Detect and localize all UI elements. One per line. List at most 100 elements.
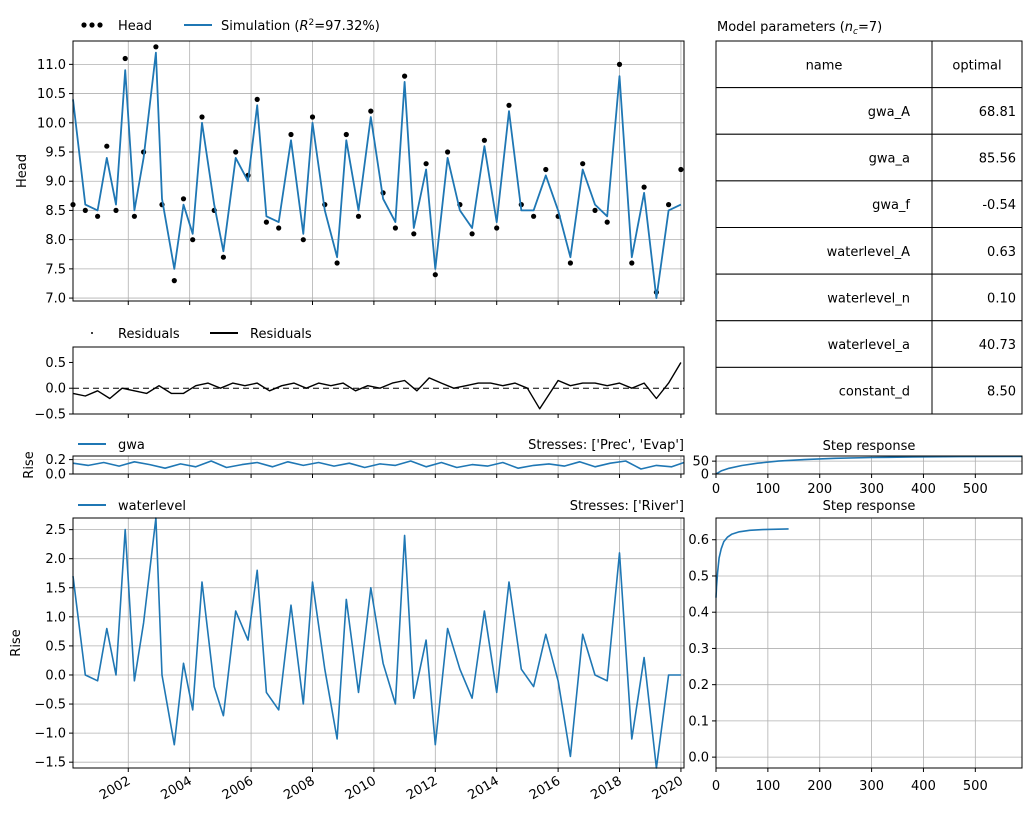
head-point [300,237,306,243]
step-waterlevel-ytick-label: 0.0 [688,751,709,766]
table-param-value: 40.73 [979,338,1016,353]
head-point [153,44,159,50]
waterlevel-xtick-label: 2006 [220,774,256,804]
head-point [604,219,610,225]
legend-residuals-dot [91,332,93,334]
head-point [432,272,438,278]
residuals-ytick-label: 0.0 [45,382,66,397]
head-point [254,96,260,102]
waterlevel-xtick-label: 2010 [343,774,379,804]
head-ylabel: Head [15,154,30,188]
step-waterlevel-ytick-label: 0.1 [688,714,709,729]
gwa-ylabel: Rise [22,451,37,478]
gwa-ytick-label: 0.0 [45,468,66,483]
step-waterlevel-xtick-label: 200 [807,779,832,794]
head-point [641,184,647,190]
waterlevel-xtick-label: 2014 [466,774,502,804]
head-point [567,260,574,266]
head-axes [72,40,685,302]
gwa-line [72,460,685,470]
head-point [309,114,316,120]
head-point [122,55,128,62]
head-ytick-label: 8.5 [45,204,66,219]
table-cell [715,40,933,89]
head-point [199,114,205,120]
table-param-name: waterlevel_A [827,245,910,260]
waterlevel-xtick-label: 2004 [159,774,195,804]
table-param-name: gwa_a [869,152,910,167]
head-point [666,202,672,208]
head-ytick-label: 11.0 [37,58,66,73]
head-point [506,102,512,108]
waterlevel-xtick-label: 2020 [650,774,686,804]
head-point [334,260,340,266]
waterlevel-xtick-label: 2012 [404,774,440,804]
step-waterlevel-ytick-label: 0.2 [688,678,709,693]
table-cell [931,87,1023,135]
table-cell [715,133,933,182]
head-point [616,61,623,67]
head-point [580,161,586,167]
head-point [678,166,684,173]
table-cell [931,133,1023,182]
waterlevel-ytick-label: −0.5 [34,698,66,713]
head-point [180,196,187,202]
waterlevel-ylabel: Rise [9,629,24,656]
table-param-name: waterlevel_a [828,338,910,353]
step-waterlevel-line [715,528,789,598]
head-point [95,213,101,219]
frames-layer [69,40,1023,772]
step-waterlevel-xtick-label: 300 [859,779,884,794]
residuals-line [72,362,682,410]
table-param-value: 85.56 [979,152,1016,167]
table-param-value: 0.10 [987,291,1016,306]
head-point [629,260,635,266]
simulation-line [72,51,682,299]
waterlevel-xtick-label: 2018 [588,774,624,804]
legend-residuals-line-label: Residuals [250,327,312,342]
head-point [343,131,349,138]
waterlevel-axes [72,517,685,769]
residuals-ytick-label: −0.5 [34,408,66,423]
waterlevel-ytick-label: −1.0 [34,727,66,742]
step-waterlevel-xtick-label: 500 [963,779,988,794]
step-waterlevel-ytick-label: 0.6 [688,533,709,548]
head-point [368,108,374,114]
table-param-name: waterlevel_n [827,291,910,306]
head-point [592,207,598,213]
head-ytick-label: 10.5 [37,87,66,102]
step-gwa-axes [715,455,1023,475]
legend-waterlevel-label: waterlevel [118,499,186,514]
step-gwa-title: Step response [823,439,916,454]
head-point [233,149,239,155]
head-ytick-label: 7.0 [45,292,66,307]
waterlevel-xtick-label: 2002 [97,774,133,804]
residuals-axes [72,346,685,415]
head-point [469,231,475,237]
table-param-name: constant_d [839,385,910,400]
head-ytick-label: 7.5 [45,262,66,277]
waterlevel-ytick-label: −1.5 [34,756,66,771]
data-layer [70,44,1023,769]
table-cell [931,320,1023,368]
step-gwa-line [715,455,1023,475]
head-ytick-label: 8.0 [45,233,66,248]
table-header-name: name [806,58,843,73]
waterlevel-ytick-label: 2.5 [45,523,66,538]
step-waterlevel-ytick-label: 0.5 [688,569,709,584]
waterlevel-ytick-label: 0.5 [45,639,66,654]
table-cell [931,180,1023,228]
step-waterlevel-ytick-label: 0.4 [688,606,709,621]
head-point [104,143,110,149]
head-ytick-label: 9.0 [45,175,66,190]
table-param-value: 8.50 [987,385,1016,400]
head-ytick-label: 10.0 [37,116,66,131]
head-point [481,137,487,143]
head-point [543,166,549,173]
step-waterlevel-ytick-label: 0.3 [688,642,709,657]
head-point [288,131,294,138]
head-point [82,207,88,213]
head-point [276,225,282,231]
table-cell [931,366,1023,415]
waterlevel-ytick-label: 1.0 [45,610,66,625]
